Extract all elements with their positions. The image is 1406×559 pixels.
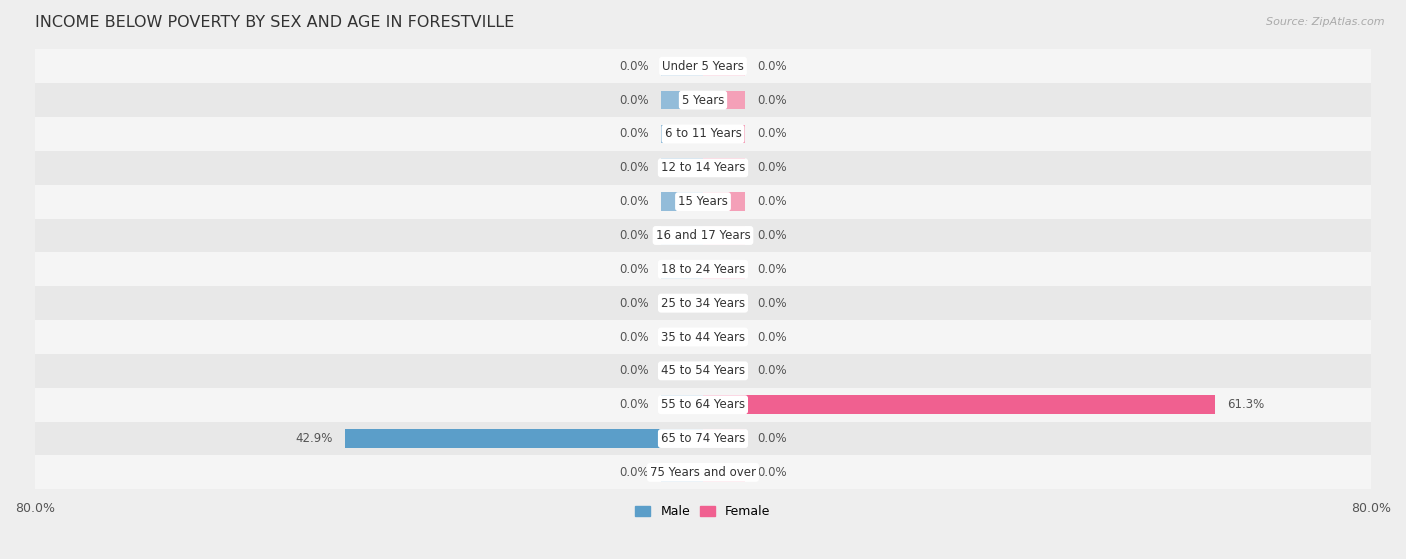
Bar: [661, 91, 703, 110]
Bar: [661, 328, 703, 347]
Bar: [35, 184, 1371, 219]
Text: 15 Years: 15 Years: [678, 195, 728, 208]
Text: 0.0%: 0.0%: [619, 466, 648, 479]
Text: 12 to 14 Years: 12 to 14 Years: [661, 162, 745, 174]
Bar: [661, 362, 703, 380]
Bar: [661, 159, 703, 177]
Bar: [703, 260, 745, 278]
Bar: [661, 463, 703, 482]
Text: Under 5 Years: Under 5 Years: [662, 60, 744, 73]
Text: 0.0%: 0.0%: [758, 127, 787, 140]
Text: 0.0%: 0.0%: [758, 263, 787, 276]
Text: 0.0%: 0.0%: [758, 466, 787, 479]
Bar: [35, 117, 1371, 151]
Text: 0.0%: 0.0%: [619, 398, 648, 411]
Text: 0.0%: 0.0%: [619, 330, 648, 344]
Bar: [703, 362, 745, 380]
Text: 0.0%: 0.0%: [619, 162, 648, 174]
Text: 0.0%: 0.0%: [758, 364, 787, 377]
Text: 61.3%: 61.3%: [1227, 398, 1264, 411]
Text: 0.0%: 0.0%: [619, 93, 648, 107]
Bar: [35, 286, 1371, 320]
Bar: [703, 294, 745, 312]
Bar: [661, 57, 703, 75]
Text: 0.0%: 0.0%: [619, 127, 648, 140]
Legend: Male, Female: Male, Female: [630, 500, 776, 523]
Bar: [661, 192, 703, 211]
Text: 0.0%: 0.0%: [619, 263, 648, 276]
Text: 45 to 54 Years: 45 to 54 Years: [661, 364, 745, 377]
Text: 25 to 34 Years: 25 to 34 Years: [661, 297, 745, 310]
Bar: [703, 429, 745, 448]
Bar: [703, 159, 745, 177]
Bar: [661, 260, 703, 278]
Text: 16 and 17 Years: 16 and 17 Years: [655, 229, 751, 242]
Text: 0.0%: 0.0%: [758, 297, 787, 310]
Bar: [35, 151, 1371, 184]
Bar: [35, 253, 1371, 286]
Text: Source: ZipAtlas.com: Source: ZipAtlas.com: [1267, 17, 1385, 27]
Text: 6 to 11 Years: 6 to 11 Years: [665, 127, 741, 140]
Text: 0.0%: 0.0%: [758, 195, 787, 208]
Text: 18 to 24 Years: 18 to 24 Years: [661, 263, 745, 276]
Bar: [703, 57, 745, 75]
Bar: [703, 192, 745, 211]
Bar: [35, 421, 1371, 456]
Text: 55 to 64 Years: 55 to 64 Years: [661, 398, 745, 411]
Bar: [661, 395, 703, 414]
Bar: [344, 429, 703, 448]
Text: 35 to 44 Years: 35 to 44 Years: [661, 330, 745, 344]
Bar: [703, 226, 745, 245]
Text: 0.0%: 0.0%: [758, 162, 787, 174]
Text: 5 Years: 5 Years: [682, 93, 724, 107]
Text: 0.0%: 0.0%: [758, 432, 787, 445]
Bar: [661, 226, 703, 245]
Bar: [703, 395, 1215, 414]
Text: 42.9%: 42.9%: [295, 432, 332, 445]
Bar: [661, 125, 703, 143]
Bar: [661, 294, 703, 312]
Text: 0.0%: 0.0%: [619, 297, 648, 310]
Bar: [35, 83, 1371, 117]
Text: 0.0%: 0.0%: [758, 60, 787, 73]
Bar: [35, 388, 1371, 421]
Text: 0.0%: 0.0%: [758, 93, 787, 107]
Bar: [703, 463, 745, 482]
Text: 65 to 74 Years: 65 to 74 Years: [661, 432, 745, 445]
Bar: [35, 456, 1371, 489]
Text: 0.0%: 0.0%: [758, 229, 787, 242]
Bar: [703, 125, 745, 143]
Text: 0.0%: 0.0%: [619, 195, 648, 208]
Text: 0.0%: 0.0%: [619, 364, 648, 377]
Bar: [703, 328, 745, 347]
Bar: [35, 354, 1371, 388]
Text: 0.0%: 0.0%: [619, 60, 648, 73]
Text: 0.0%: 0.0%: [758, 330, 787, 344]
Text: 0.0%: 0.0%: [619, 229, 648, 242]
Text: 75 Years and over: 75 Years and over: [650, 466, 756, 479]
Bar: [35, 320, 1371, 354]
Bar: [35, 219, 1371, 253]
Bar: [35, 49, 1371, 83]
Text: INCOME BELOW POVERTY BY SEX AND AGE IN FORESTVILLE: INCOME BELOW POVERTY BY SEX AND AGE IN F…: [35, 15, 515, 30]
Bar: [703, 91, 745, 110]
